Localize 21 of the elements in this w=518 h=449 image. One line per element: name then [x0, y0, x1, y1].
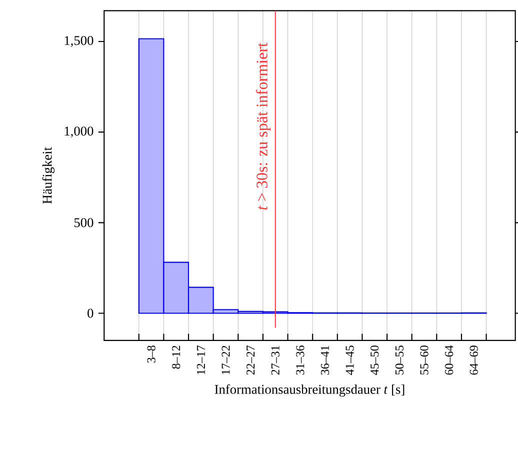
x-tick-label: 41–45 — [346, 346, 354, 376]
x-tick-label: 31–36 — [296, 346, 304, 375]
x-tick-label: 50–55 — [395, 346, 404, 375]
x-tick-label: 60–64 — [445, 346, 454, 375]
y-tick-label: 500 — [74, 218, 94, 228]
x-tick-label: 12–17 — [196, 346, 205, 374]
x-axis-title: Informationsausbreitungsdauer t [s] — [214, 384, 404, 397]
y-tick-label: 1,500 — [64, 36, 94, 48]
x-tick-label: 36–41 — [320, 346, 330, 375]
x-tick-label: 8–12 — [172, 346, 180, 369]
x-tick-label: 45–50 — [370, 346, 379, 376]
x-tick-label: 22–27 — [246, 346, 255, 375]
y-axis-title: Häufigkeit — [42, 147, 55, 204]
x-tick-label: 3–8 — [147, 346, 156, 363]
y-tick-label: 0 — [88, 308, 94, 318]
y-tick-label: 1,000 — [64, 126, 94, 138]
x-tick-label: 17–22 — [222, 346, 230, 374]
x-tick-label: 27–31 — [271, 346, 280, 375]
ref-line-label: t > 30s: zu spät informiert — [256, 42, 271, 210]
x-tick-label: 55–60 — [420, 346, 428, 375]
x-tick-label: 64–69 — [470, 346, 478, 375]
